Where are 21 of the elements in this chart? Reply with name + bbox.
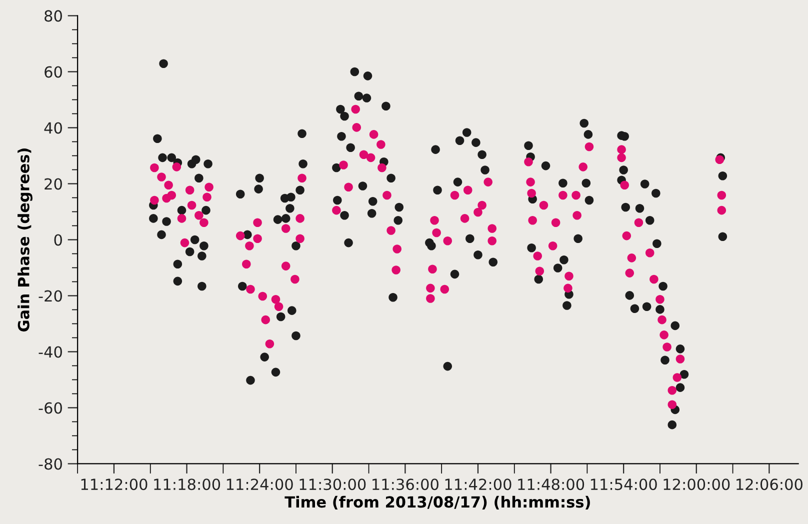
y-tick-label: 40 bbox=[44, 122, 62, 134]
x-tick-label: 11:48:00 bbox=[518, 478, 584, 490]
x-tick-label: 11:30:00 bbox=[300, 478, 366, 490]
x-tick-label: 11:12:00 bbox=[81, 478, 148, 490]
y-tick-label: -40 bbox=[38, 346, 62, 358]
y-tick-label: -80 bbox=[38, 458, 62, 470]
y-tick-label: 20 bbox=[44, 178, 62, 190]
x-tick-label: 12:00:00 bbox=[664, 478, 730, 490]
y-tick-label: 0 bbox=[54, 234, 62, 246]
y-tick-label: 80 bbox=[44, 10, 62, 22]
x-tick-label: 11:54:00 bbox=[590, 478, 657, 490]
y-tick-label: -60 bbox=[38, 402, 62, 414]
x-tick-label: 11:36:00 bbox=[372, 478, 438, 490]
x-tick-label: 11:18:00 bbox=[154, 478, 220, 490]
x-axis-title: Time (from 2013/08/17) (hh:mm:ss) bbox=[284, 496, 590, 510]
x-tick-label: 11:42:00 bbox=[445, 478, 512, 490]
x-tick-label: 11:24:00 bbox=[226, 478, 293, 490]
y-tick-label: 60 bbox=[44, 66, 62, 78]
x-tick-label: 12:06:00 bbox=[736, 478, 802, 490]
y-tick-label: -20 bbox=[38, 290, 62, 302]
y-axis-title: Gain Phase (degrees) bbox=[18, 148, 32, 332]
